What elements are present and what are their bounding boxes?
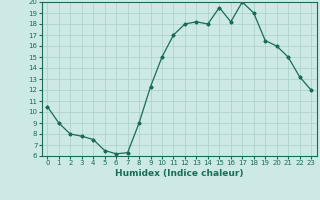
X-axis label: Humidex (Indice chaleur): Humidex (Indice chaleur) bbox=[115, 169, 244, 178]
